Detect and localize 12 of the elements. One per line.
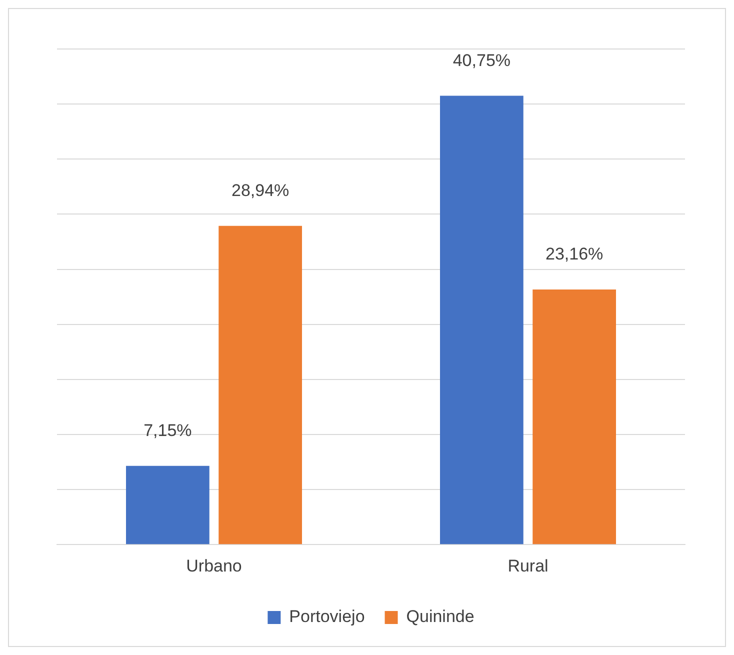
bar: [126, 466, 210, 544]
bar: [532, 290, 616, 544]
x-tick-label: Rural: [508, 556, 548, 576]
bar: [440, 96, 524, 544]
data-label: 28,94%: [231, 181, 290, 200]
bar: [218, 226, 302, 544]
data-label: 7,15%: [144, 421, 192, 440]
x-tick-label: Urbano: [186, 556, 242, 576]
data-label: 40,75%: [452, 50, 511, 70]
data-label: 23,16%: [545, 244, 604, 264]
legend-label: Portoviejo: [289, 607, 365, 626]
legend-label: Quininde: [406, 607, 474, 626]
